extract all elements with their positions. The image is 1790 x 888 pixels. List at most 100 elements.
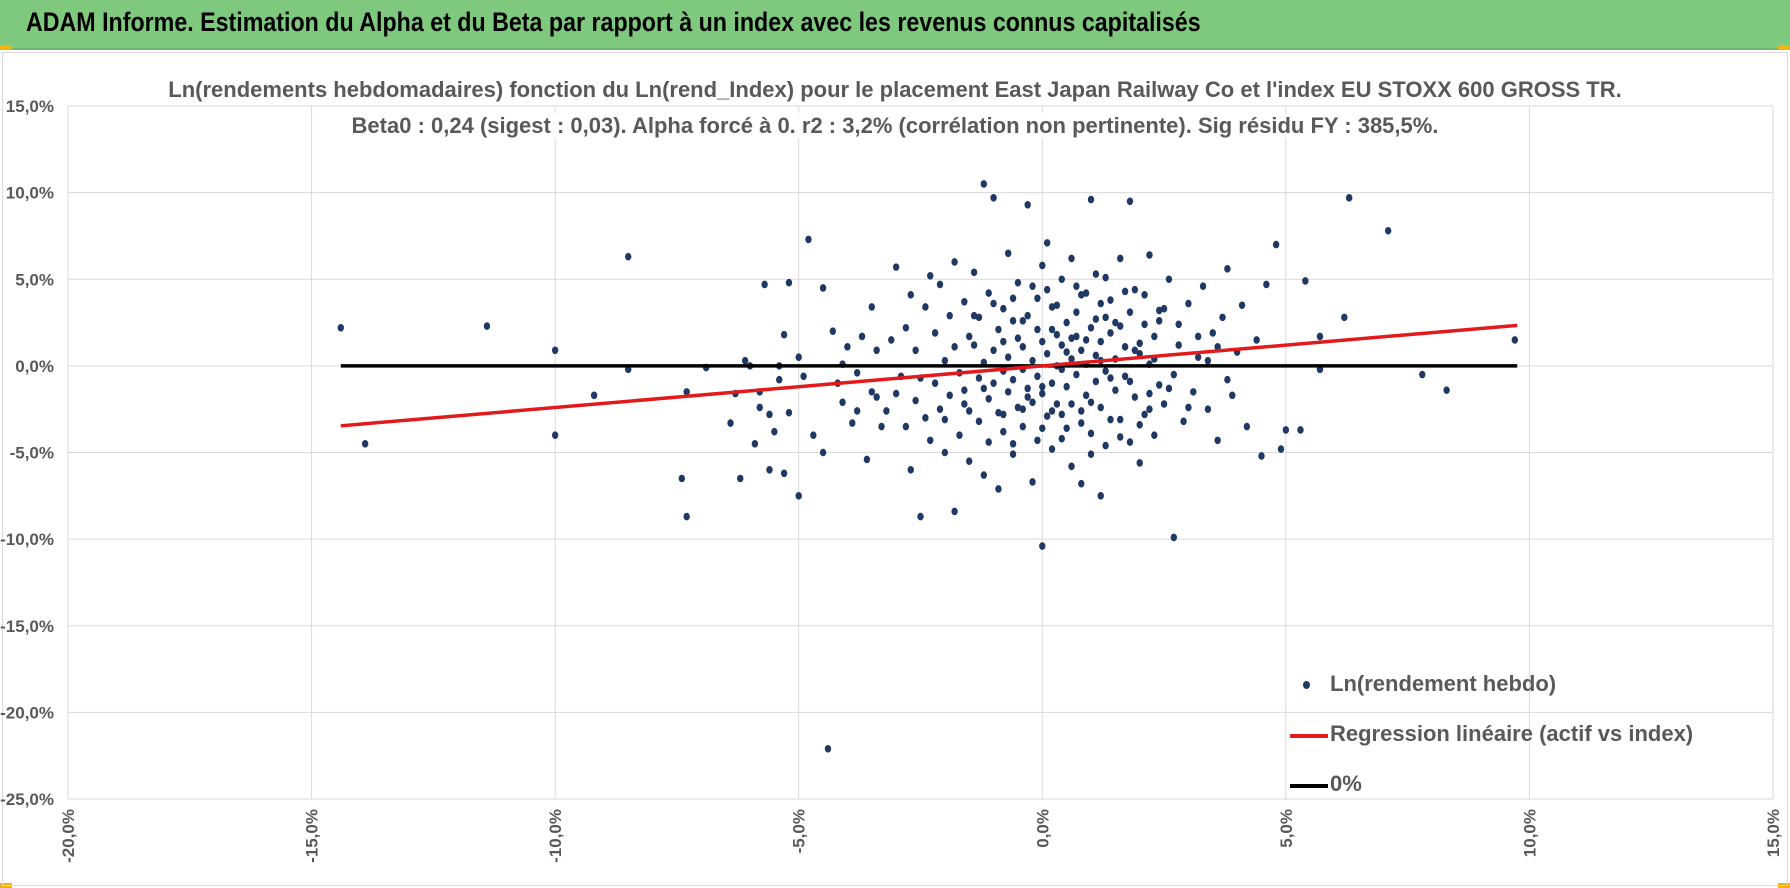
data-point	[970, 311, 978, 320]
data-point	[1078, 346, 1085, 355]
data-point	[625, 252, 632, 261]
data-point	[1224, 375, 1231, 384]
data-point	[1068, 254, 1075, 263]
data-point	[1146, 389, 1153, 398]
data-point	[1009, 294, 1017, 303]
data-point	[824, 744, 832, 753]
x-tick-label: -15,0%	[303, 809, 322, 863]
data-point	[1302, 277, 1309, 285]
report-title: ADAM Informe. Estimation du Alpha et du …	[26, 7, 1201, 37]
data-point	[1282, 426, 1290, 434]
data-point	[1117, 415, 1124, 424]
data-point	[1107, 296, 1114, 304]
data-point	[1073, 308, 1080, 316]
legend-marker-regression	[1290, 734, 1328, 738]
data-point	[819, 448, 827, 457]
data-point	[1258, 452, 1265, 460]
data-point	[1068, 355, 1075, 363]
data-point	[751, 440, 759, 448]
report-banner: ADAM Informe. Estimation du Alpha et du …	[0, 0, 1790, 50]
data-point	[1068, 334, 1075, 342]
data-point	[961, 400, 968, 408]
data-point	[1024, 311, 1031, 320]
data-point	[337, 323, 344, 332]
data-point	[1112, 318, 1119, 327]
data-point	[980, 384, 988, 393]
data-point	[1131, 285, 1139, 294]
data-point	[1146, 251, 1153, 259]
data-point	[1053, 400, 1061, 408]
data-point	[951, 343, 958, 351]
data-point	[1277, 445, 1285, 453]
data-point	[1082, 391, 1090, 400]
data-point	[1073, 332, 1080, 341]
data-point	[1058, 434, 1065, 443]
corner-marker-top-right	[1778, 45, 1790, 50]
data-point	[1039, 337, 1046, 346]
data-point	[1102, 273, 1109, 282]
data-point	[1058, 275, 1065, 284]
data-point	[727, 419, 734, 427]
x-tick-label: 0,0%	[1033, 809, 1052, 848]
data-point	[941, 356, 949, 365]
data-point	[1126, 197, 1134, 206]
data-point	[1068, 400, 1075, 408]
data-point	[1341, 313, 1348, 322]
x-tick-label: 5,0%	[1277, 809, 1296, 848]
data-point	[990, 299, 997, 308]
data-point	[878, 422, 885, 431]
data-point	[1092, 270, 1100, 278]
data-point	[1316, 332, 1324, 341]
legend-label-points: Ln(rendement hebdo)	[1330, 671, 1557, 696]
data-point	[1102, 441, 1109, 450]
data-point	[912, 346, 919, 355]
legend-marker-zero	[1290, 784, 1328, 788]
data-point	[956, 431, 963, 439]
y-tick-label: 10,0%	[6, 184, 54, 203]
data-point	[1087, 450, 1095, 459]
data-point	[1131, 393, 1139, 401]
data-point	[1209, 329, 1216, 337]
data-point	[1019, 317, 1026, 325]
data-point	[868, 388, 875, 396]
data-point	[961, 386, 968, 394]
data-point	[819, 284, 827, 292]
data-point	[483, 322, 491, 330]
data-point	[1029, 356, 1036, 365]
data-point	[1126, 377, 1134, 386]
data-point	[1009, 317, 1017, 325]
data-point	[1097, 492, 1104, 500]
data-point	[1000, 410, 1007, 419]
data-point	[922, 414, 929, 422]
data-point	[927, 271, 934, 280]
data-point	[936, 280, 944, 289]
data-point	[1092, 315, 1100, 323]
data-point	[1087, 323, 1095, 332]
data-point	[980, 180, 988, 188]
data-point	[1029, 398, 1036, 407]
data-point	[853, 407, 861, 415]
chart-area	[2, 52, 1788, 886]
data-point	[873, 393, 880, 401]
data-point	[829, 327, 837, 336]
data-point	[1170, 533, 1178, 542]
data-point	[1034, 325, 1041, 334]
data-point	[678, 474, 685, 483]
data-point	[1165, 384, 1173, 393]
data-point	[1219, 313, 1226, 322]
data-point	[946, 311, 953, 320]
data-point	[1048, 303, 1056, 311]
data-point	[1180, 417, 1187, 426]
data-point	[902, 323, 910, 332]
data-point	[961, 297, 968, 306]
data-point	[1024, 384, 1031, 393]
data-point	[1004, 249, 1012, 258]
data-point	[1160, 304, 1168, 313]
y-tick-label: -20,0%	[0, 703, 54, 722]
data-point	[1078, 479, 1085, 488]
data-point	[839, 398, 846, 407]
data-point	[1146, 405, 1153, 413]
data-point	[805, 235, 812, 244]
data-point	[795, 353, 802, 362]
data-point	[966, 407, 973, 415]
